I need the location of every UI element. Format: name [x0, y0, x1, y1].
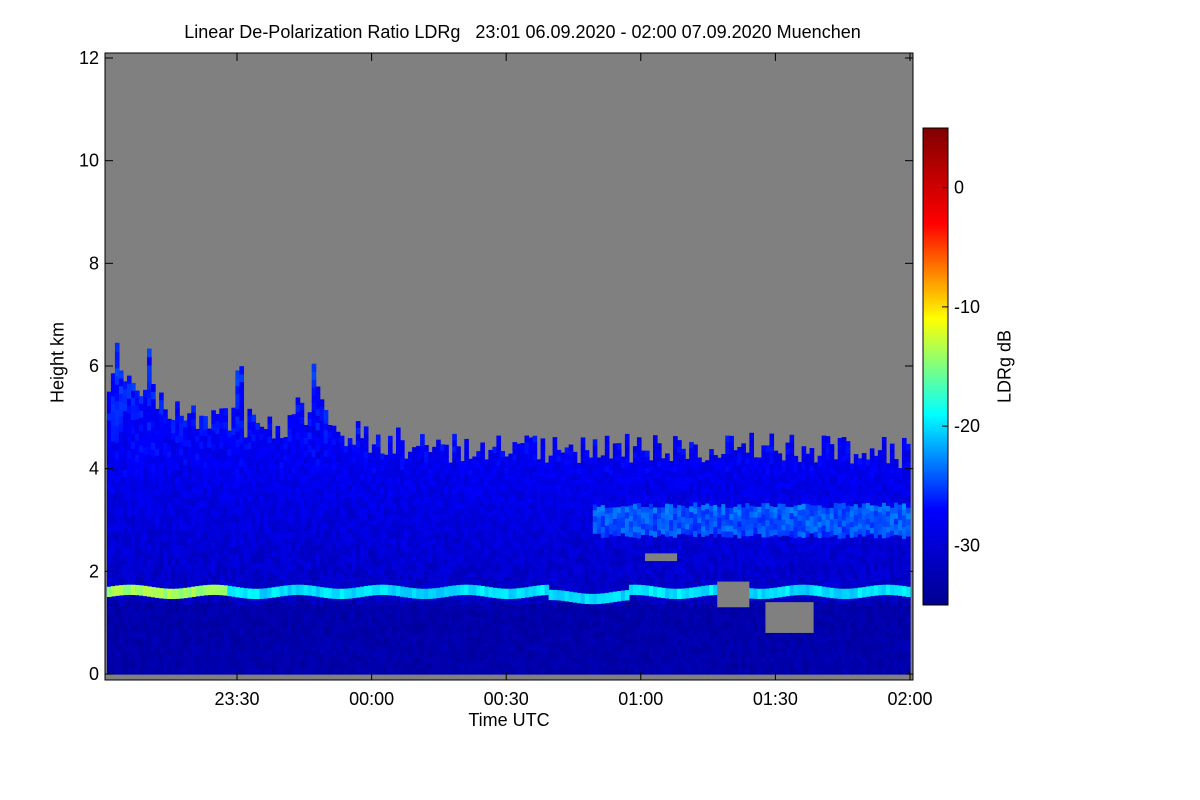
- colorbar: 0 -10 -20 -30: [922, 127, 980, 606]
- colorbar-tick-label: -20: [954, 416, 980, 436]
- y-tick-label: 10: [79, 151, 99, 171]
- x-axis-label: Time UTC: [468, 710, 550, 730]
- colorbar-tick-label: 0: [954, 178, 964, 198]
- colorbar-tick-label: -10: [954, 297, 980, 317]
- x-tick-label: 23:30: [214, 689, 259, 709]
- x-tick-label: 00:30: [484, 689, 529, 709]
- y-tick-label: 4: [89, 459, 99, 479]
- y-tick-label: 0: [89, 664, 99, 684]
- colorbar-tick-label: -30: [954, 535, 980, 555]
- x-tick-label: 00:00: [349, 689, 394, 709]
- chart-title: Linear De-Polarization Ratio LDRg 23:01 …: [184, 22, 861, 42]
- y-tick-label: 6: [89, 356, 99, 376]
- y-tick-label: 12: [79, 48, 99, 68]
- axes: 0 2 4 6 8 10 12 23:30 00:00 00:30 01:00 01:30 02:00: [79, 48, 933, 709]
- y-tick-label: 2: [89, 561, 99, 581]
- x-tick-label: 02:00: [887, 689, 932, 709]
- missing-data-patches: [644, 553, 814, 633]
- x-tick-label: 01:00: [618, 689, 663, 709]
- plot-area: [105, 53, 913, 680]
- ldr-field: [106, 342, 911, 675]
- y-tick-label: 8: [89, 253, 99, 273]
- colorbar-scale: [922, 127, 949, 606]
- colorbar-label: LDRg dB: [994, 329, 1015, 404]
- y-axis-label: Height km: [47, 321, 68, 404]
- x-tick-label: 01:30: [753, 689, 798, 709]
